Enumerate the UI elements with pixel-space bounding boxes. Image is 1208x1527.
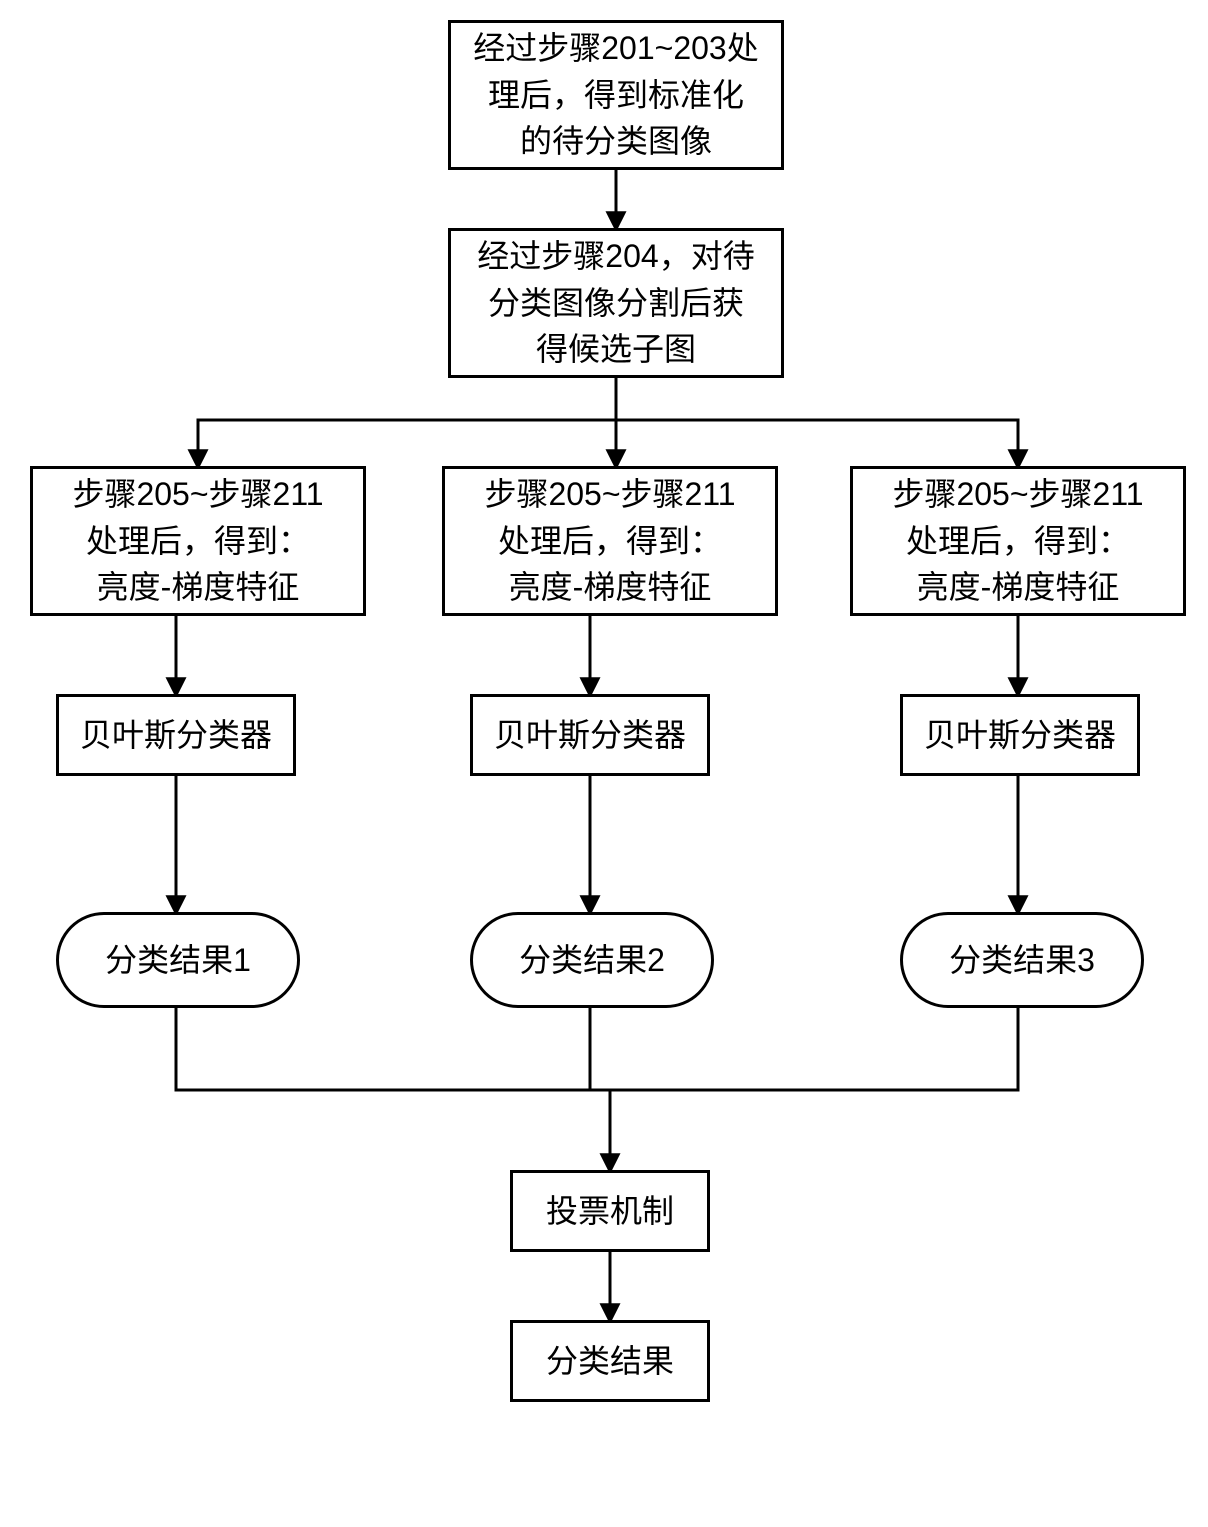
- flowchart-canvas: 经过步骤201~203处理后，得到标准化的待分类图像经过步骤204，对待分类图像…: [0, 0, 1208, 1527]
- node-label: 投票机制: [546, 1188, 674, 1234]
- node-n7: 分类结果: [510, 1320, 710, 1402]
- node-n2: 经过步骤204，对待分类图像分割后获得候选子图: [448, 228, 784, 378]
- node-label: 分类结果2: [519, 937, 665, 983]
- node-label: 分类结果1: [105, 937, 251, 983]
- node-label: 贝叶斯分类器: [80, 712, 272, 758]
- node-n3c: 步骤205~步骤211处理后，得到：亮度-梯度特征: [850, 466, 1186, 616]
- node-n4a: 贝叶斯分类器: [56, 694, 296, 776]
- node-n4c: 贝叶斯分类器: [900, 694, 1140, 776]
- node-n5a: 分类结果1: [56, 912, 300, 1008]
- node-label: 步骤205~步骤211处理后，得到：亮度-梯度特征: [72, 471, 323, 610]
- node-n5c: 分类结果3: [900, 912, 1144, 1008]
- node-n3a: 步骤205~步骤211处理后，得到：亮度-梯度特征: [30, 466, 366, 616]
- edge: [176, 1008, 610, 1170]
- node-label: 分类结果: [546, 1338, 674, 1384]
- node-n4b: 贝叶斯分类器: [470, 694, 710, 776]
- node-n5b: 分类结果2: [470, 912, 714, 1008]
- node-label: 贝叶斯分类器: [924, 712, 1116, 758]
- node-label: 贝叶斯分类器: [494, 712, 686, 758]
- edge: [610, 1008, 1018, 1090]
- node-label: 经过步骤204，对待分类图像分割后获得候选子图: [477, 233, 754, 372]
- node-label: 经过步骤201~203处理后，得到标准化的待分类图像: [473, 25, 758, 164]
- edge: [198, 378, 616, 466]
- node-n6: 投票机制: [510, 1170, 710, 1252]
- node-n1: 经过步骤201~203处理后，得到标准化的待分类图像: [448, 20, 784, 170]
- node-label: 分类结果3: [949, 937, 1095, 983]
- node-n3b: 步骤205~步骤211处理后，得到：亮度-梯度特征: [442, 466, 778, 616]
- node-label: 步骤205~步骤211处理后，得到：亮度-梯度特征: [892, 471, 1143, 610]
- node-label: 步骤205~步骤211处理后，得到：亮度-梯度特征: [484, 471, 735, 610]
- edge: [616, 378, 1018, 466]
